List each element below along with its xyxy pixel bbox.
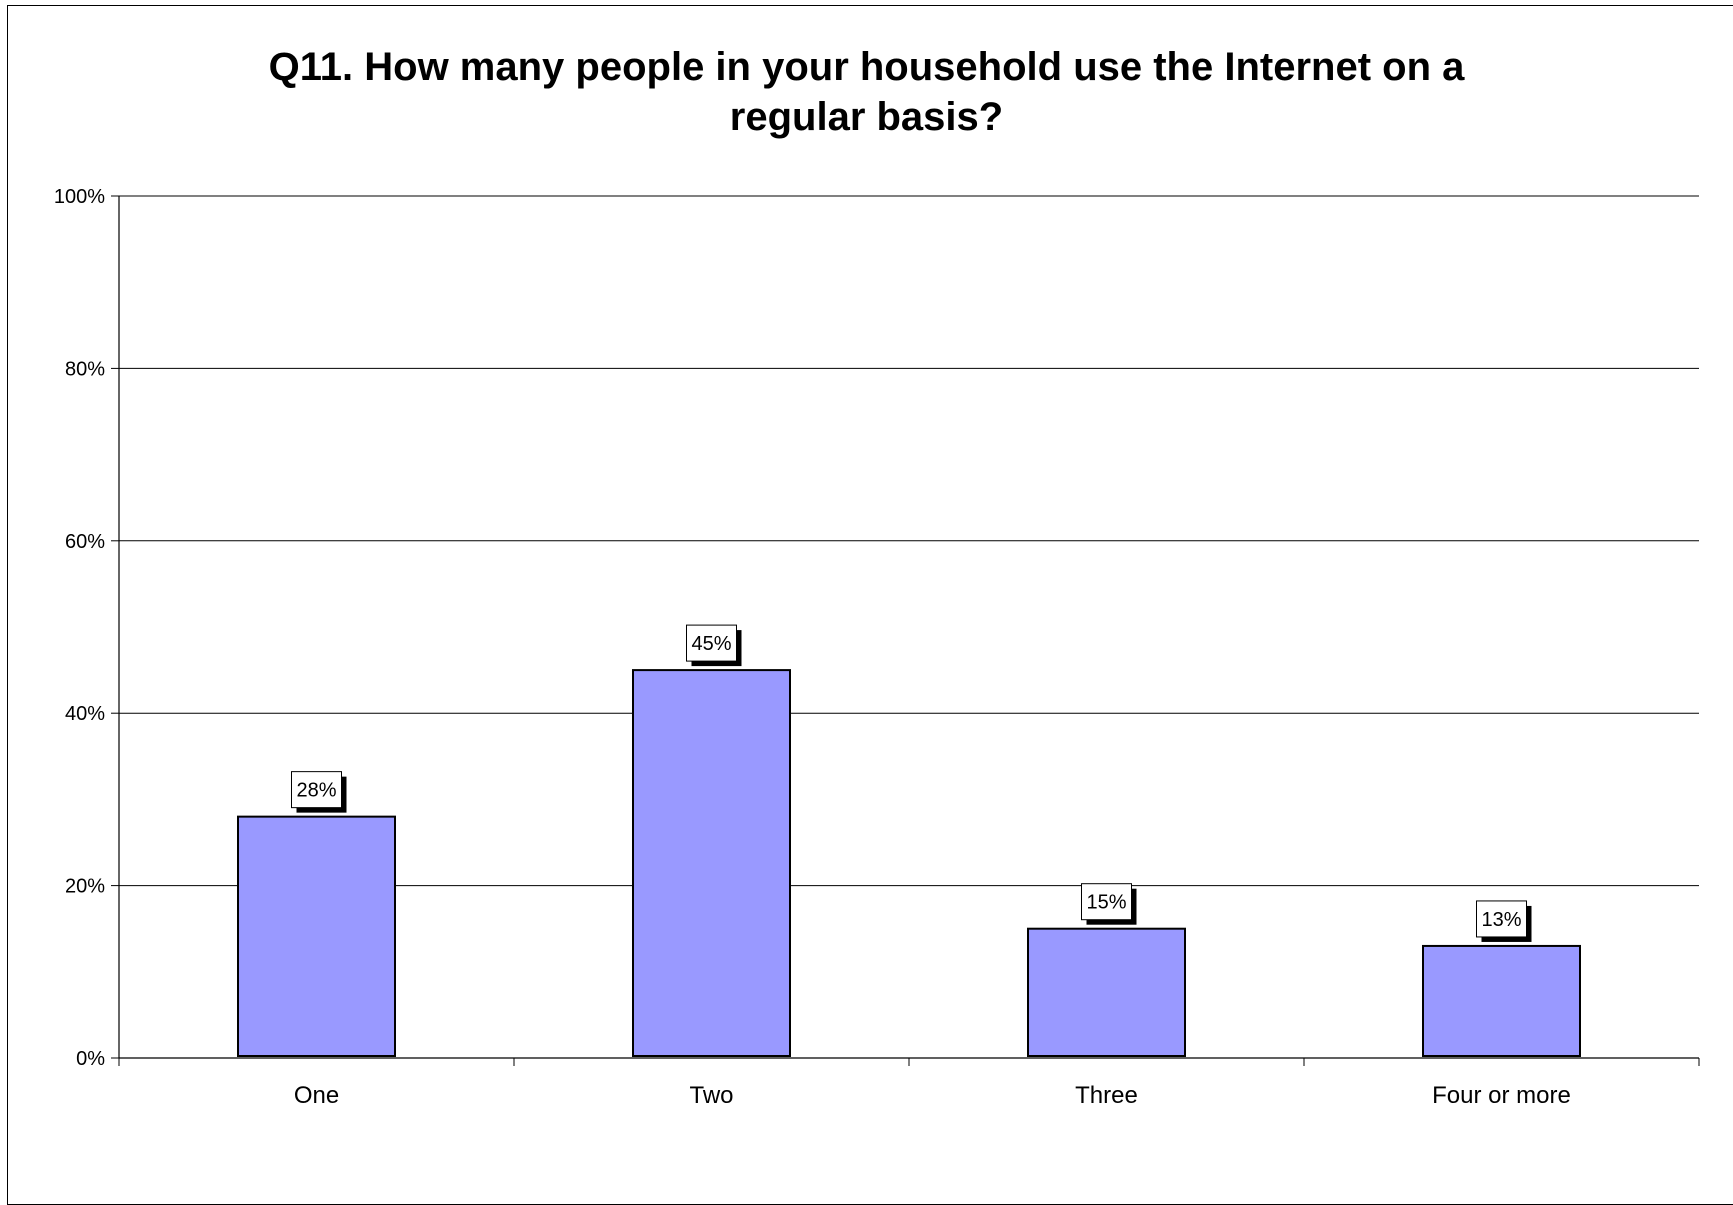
x-category-label: Four or more bbox=[1432, 1082, 1571, 1109]
data-label-box bbox=[291, 771, 342, 809]
data-label: 13% bbox=[1481, 909, 1521, 931]
bar bbox=[1027, 927, 1186, 1058]
y-tick-label: 0% bbox=[76, 1048, 105, 1070]
data-label-box bbox=[1081, 883, 1132, 921]
data-label-box bbox=[686, 624, 737, 662]
y-tick-label: 20% bbox=[65, 876, 105, 898]
chart-title: Q11. How many people in your household u… bbox=[0, 42, 1733, 142]
data-label: 15% bbox=[1086, 892, 1126, 914]
data-label: 45% bbox=[691, 633, 731, 655]
y-tick-label: 80% bbox=[65, 358, 105, 380]
y-tick-label: 60% bbox=[65, 531, 105, 553]
data-label: 28% bbox=[296, 780, 336, 802]
x-category-label: Three bbox=[1075, 1082, 1138, 1109]
data-label-box bbox=[1476, 900, 1527, 938]
y-tick-label: 100% bbox=[54, 186, 105, 208]
y-tick-label: 40% bbox=[65, 703, 105, 725]
bar bbox=[237, 815, 396, 1058]
bar bbox=[632, 669, 791, 1057]
bar bbox=[1422, 944, 1581, 1057]
chart-title-line-1: Q11. How many people in your household u… bbox=[268, 45, 1465, 89]
chart-title-line-2: regular basis? bbox=[729, 95, 1004, 139]
x-category-label: One bbox=[294, 1082, 339, 1109]
x-category-label: Two bbox=[689, 1082, 733, 1109]
